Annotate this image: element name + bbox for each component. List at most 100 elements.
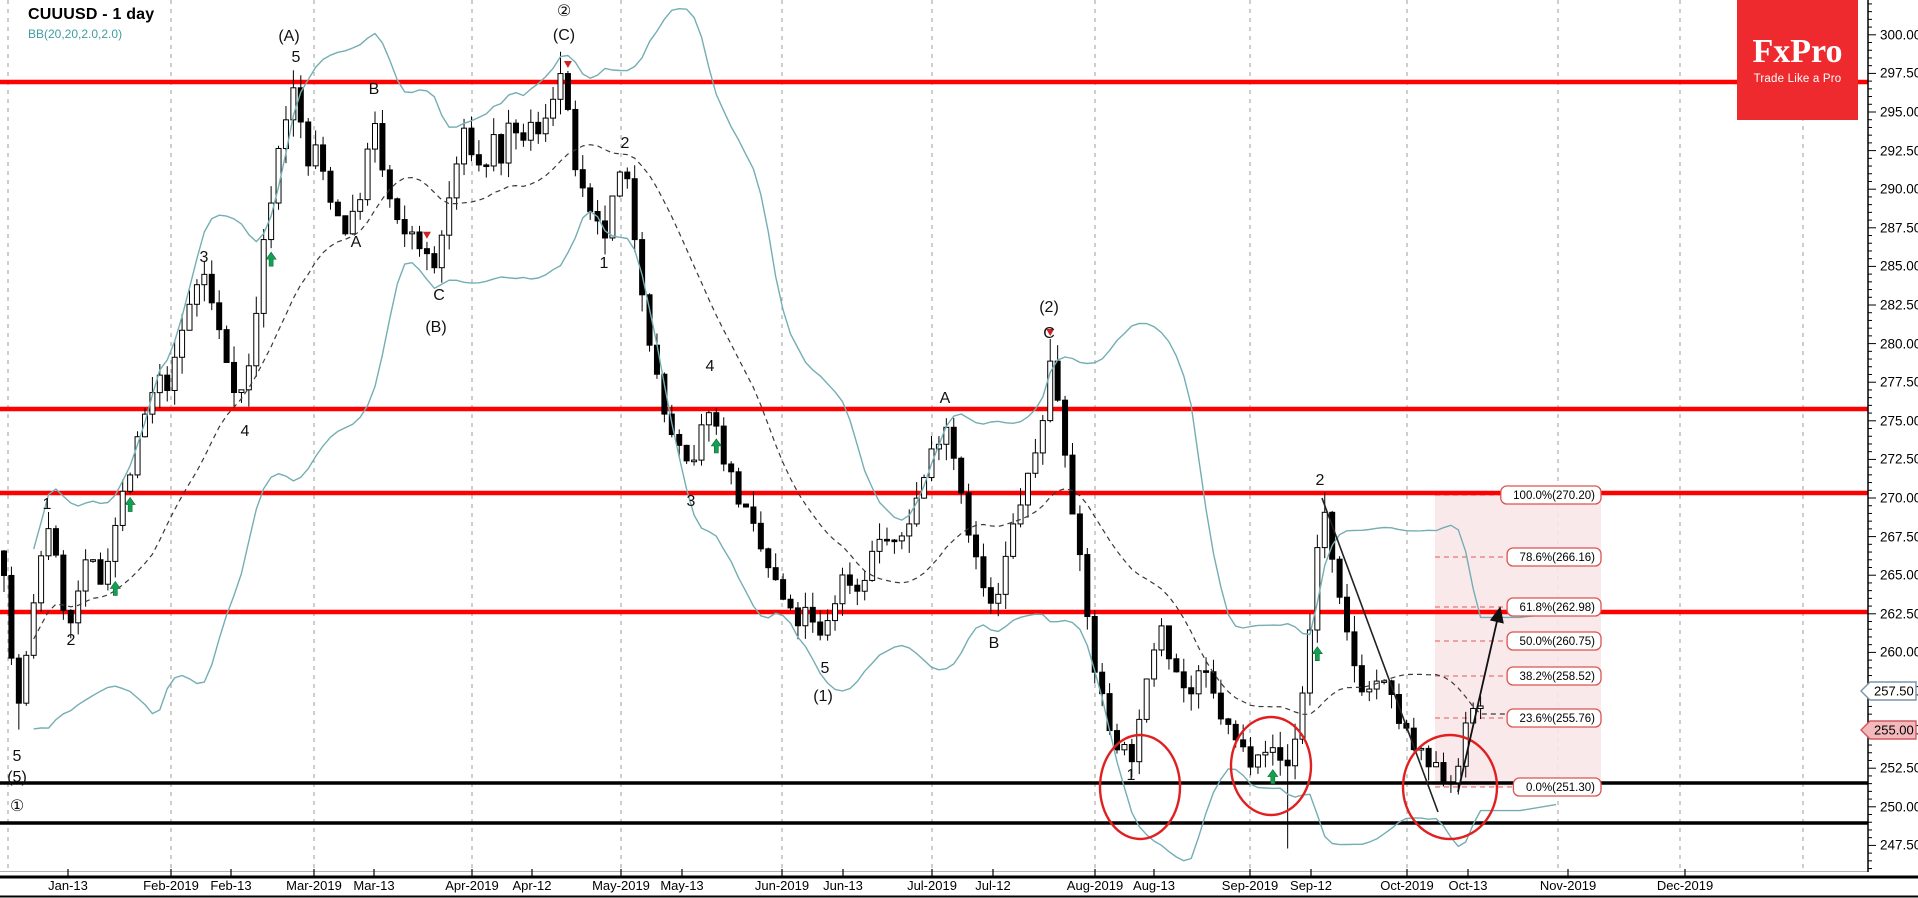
bottom-highlight-circle[interactable] (1229, 715, 1313, 817)
candle-body (320, 144, 327, 172)
fibonacci-label-text: 61.8%(262.98) (1520, 602, 1596, 614)
candle-body (409, 231, 416, 235)
wave-label: 1 (43, 496, 52, 513)
indicator-label[interactable]: BB(20,20,2.0,2.0) (28, 27, 123, 41)
wave-label: (1) (813, 688, 833, 705)
title-block: CUUUSD - 1 day BB(20,20,2.0,2.0) (28, 6, 154, 41)
candle-body (535, 121, 542, 135)
fibonacci-label-box[interactable] (1506, 666, 1602, 686)
candle-body (698, 424, 705, 461)
bottom-highlight-circle[interactable] (1098, 733, 1182, 841)
wave-label: A (940, 390, 951, 407)
symbol-title: CUUUSD - 1 day (28, 6, 155, 23)
fibonacci-label-box[interactable] (1512, 777, 1602, 797)
candle-body (1440, 762, 1447, 784)
candle-body (1128, 744, 1135, 763)
candle-body (898, 535, 905, 542)
wave-label: 2 (67, 632, 76, 649)
fibonacci-label-box[interactable] (1506, 708, 1602, 728)
down-trendline[interactable] (1321, 497, 1439, 813)
candle-body (683, 444, 690, 462)
candle-body (1010, 523, 1017, 557)
candle-body (1433, 762, 1440, 768)
candle-body (193, 284, 200, 305)
candle-body (179, 329, 186, 358)
wave-label: 5 (13, 748, 22, 765)
wave-label: 1 (600, 255, 609, 272)
candle-body (1447, 782, 1454, 785)
candle-body (691, 459, 698, 463)
candle-body (1, 550, 7, 576)
candle-body (282, 119, 289, 149)
candle-body (305, 121, 312, 167)
candle-body (1225, 718, 1232, 725)
candle-body (245, 365, 252, 391)
sell-signal-arrow-icon (563, 60, 572, 68)
candle-body (260, 239, 267, 314)
fibonacci-label-box[interactable] (1506, 631, 1602, 651)
bottom-highlight-circle[interactable] (1401, 733, 1499, 841)
date-axis-label: Jun-2019 (755, 878, 809, 893)
date-axis-label: Feb-13 (210, 878, 251, 893)
candle-body (1306, 629, 1313, 694)
wave-label: 2 (1316, 472, 1325, 489)
candle-body (1321, 511, 1328, 549)
candle-body (1314, 547, 1321, 631)
candle-body (1277, 747, 1284, 761)
candle-body (1054, 360, 1061, 401)
fibonacci-labels[interactable]: 100.0%(270.20) 78.6%(266.16) 61.8%(262.98)… (1500, 485, 1602, 797)
candle-body (1017, 504, 1024, 525)
candle-body (1188, 687, 1195, 695)
wave-labels: 1 2 3 4 (A) 5 A B C (B) ② (C) 1 2 3 4 5 (1) A B (2) C 1 2 5 (5) ① (7, 3, 1324, 815)
candle-body (401, 219, 408, 235)
date-axis-label: Apr-12 (512, 878, 551, 893)
candle-body (587, 187, 594, 212)
candle-body (1047, 360, 1054, 422)
fibonacci-label-text: 78.6%(266.16) (1520, 552, 1596, 564)
candle-body (1425, 747, 1432, 768)
candle-body (616, 171, 623, 197)
buy-signal-arrow-icon (1267, 769, 1279, 784)
candle-body (854, 584, 861, 592)
candle-body (453, 163, 460, 199)
bollinger-middle-band (33, 144, 1512, 715)
candle-body (720, 425, 727, 465)
candle-body (1292, 738, 1299, 767)
candle-body (45, 528, 52, 557)
fibonacci-label-box[interactable] (1506, 597, 1602, 617)
price-axis-label: 247.50 (1880, 838, 1918, 853)
candle-body (498, 134, 505, 164)
date-axis-label: Aug-2019 (1067, 878, 1123, 893)
fibonacci-label-box[interactable] (1506, 547, 1602, 567)
candle-body (253, 312, 260, 367)
candle-body (735, 471, 742, 505)
date-axis-label: Jul-2019 (907, 878, 957, 893)
fxpro-logo: FxPro Trade Like a Pro (1737, 0, 1858, 120)
candle-body (1299, 692, 1306, 740)
drawn-objects[interactable] (109, 60, 1504, 841)
candle-body (713, 412, 720, 427)
candle-body (817, 621, 824, 636)
candle-body (82, 559, 89, 592)
candle-body (913, 497, 920, 525)
price-axis-label: 270.00 (1880, 491, 1918, 506)
forecast-up-arrow[interactable] (1457, 606, 1504, 793)
candle-body (386, 169, 393, 200)
date-axis-label: Jan-13 (48, 878, 88, 893)
candle-body (1455, 765, 1462, 784)
date-axis-label: Feb-2019 (143, 878, 199, 893)
date-axis-label: Aug-13 (1133, 878, 1175, 893)
candle-body (906, 523, 913, 537)
candle-body (461, 127, 468, 165)
date-axis[interactable]: Jan-13 Feb-2019 Feb-13 Mar-2019 Mar-13 Apr-20… (48, 869, 1713, 893)
candle-body (557, 73, 564, 100)
candle-body (1173, 658, 1180, 673)
candle-body (1136, 718, 1143, 763)
date-axis-label: Sep-2019 (1222, 878, 1278, 893)
candle-body (579, 169, 586, 189)
fibonacci-label-box[interactable] (1500, 485, 1602, 505)
candle-body (75, 590, 82, 624)
candle-body (312, 144, 319, 167)
wave-label: C (433, 287, 445, 304)
